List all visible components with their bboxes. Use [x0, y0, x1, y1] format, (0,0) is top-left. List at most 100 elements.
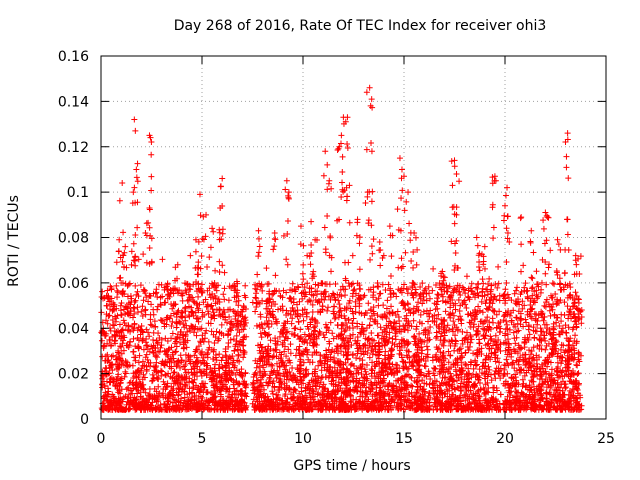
data-point	[445, 312, 452, 319]
data-point	[369, 351, 376, 358]
data-point	[336, 305, 343, 312]
data-point	[451, 347, 458, 354]
data-point	[264, 281, 271, 288]
data-point	[386, 329, 393, 336]
data-point	[304, 252, 311, 259]
data-point	[524, 311, 531, 318]
data-point	[321, 334, 328, 341]
data-point	[130, 314, 137, 321]
data-point	[426, 295, 433, 302]
data-point	[139, 303, 146, 310]
data-point	[426, 381, 433, 388]
data-point	[323, 281, 330, 288]
data-point	[187, 252, 194, 259]
data-point	[419, 377, 426, 384]
data-point	[266, 376, 273, 383]
data-point	[158, 372, 165, 379]
data-point	[260, 390, 267, 397]
data-point	[374, 332, 381, 339]
data-point	[417, 311, 424, 318]
data-point	[279, 294, 286, 301]
data-point	[549, 280, 556, 287]
data-point	[110, 352, 117, 359]
data-point	[573, 361, 580, 368]
data-point	[241, 292, 248, 299]
data-point	[393, 377, 400, 384]
data-point	[346, 297, 353, 304]
data-point	[521, 339, 528, 346]
data-point	[285, 346, 292, 353]
data-point	[140, 297, 147, 304]
data-point	[415, 299, 422, 306]
data-point	[463, 304, 470, 311]
data-point	[227, 336, 234, 343]
data-point	[291, 325, 298, 332]
data-point	[349, 252, 356, 259]
data-point	[575, 316, 582, 323]
data-point	[195, 259, 202, 266]
data-point	[306, 297, 313, 304]
data-point	[140, 346, 147, 353]
data-point	[531, 335, 538, 342]
data-point	[468, 280, 475, 287]
data-point	[511, 383, 518, 390]
data-point	[357, 393, 364, 400]
data-point	[98, 293, 105, 300]
data-point	[557, 286, 564, 293]
data-point	[252, 308, 259, 315]
data-point	[360, 374, 367, 381]
data-point	[211, 387, 218, 394]
data-point	[101, 367, 108, 374]
data-point	[450, 328, 457, 335]
data-point	[261, 368, 268, 375]
data-point	[398, 375, 405, 382]
data-point	[341, 339, 348, 346]
data-point	[383, 331, 390, 338]
data-point	[221, 269, 228, 276]
data-point	[402, 305, 409, 312]
data-point	[117, 343, 124, 350]
data-point	[124, 395, 131, 402]
data-point	[161, 362, 168, 369]
data-point	[334, 343, 341, 350]
data-point	[240, 354, 247, 361]
data-point	[300, 317, 307, 324]
data-point	[146, 385, 153, 392]
data-point	[492, 332, 499, 339]
data-point	[173, 313, 180, 320]
data-point	[153, 388, 160, 395]
data-point	[110, 306, 117, 313]
data-point	[289, 364, 296, 371]
data-point	[452, 306, 459, 313]
data-point	[344, 374, 351, 381]
data-point	[111, 322, 118, 329]
data-point	[115, 347, 122, 354]
data-point	[137, 282, 144, 289]
data-point	[127, 292, 134, 299]
data-point	[153, 337, 160, 344]
data-point	[435, 311, 442, 318]
data-point	[299, 311, 306, 318]
data-point	[450, 318, 457, 325]
data-point	[520, 394, 527, 401]
data-point	[182, 358, 189, 365]
data-point	[135, 387, 142, 394]
data-point	[329, 330, 336, 337]
data-point	[309, 359, 316, 366]
data-point	[490, 319, 497, 326]
data-point	[135, 359, 142, 366]
data-point	[303, 366, 310, 373]
data-point	[456, 346, 463, 353]
data-point	[463, 273, 470, 280]
data-point	[197, 325, 204, 332]
data-point	[564, 352, 571, 359]
data-point	[501, 291, 508, 298]
data-point	[464, 343, 471, 350]
data-point	[123, 359, 130, 366]
data-point	[237, 390, 244, 397]
data-point	[578, 313, 585, 320]
data-point	[485, 281, 492, 288]
data-point	[433, 315, 440, 322]
data-point	[234, 280, 241, 287]
data-point	[396, 317, 403, 324]
